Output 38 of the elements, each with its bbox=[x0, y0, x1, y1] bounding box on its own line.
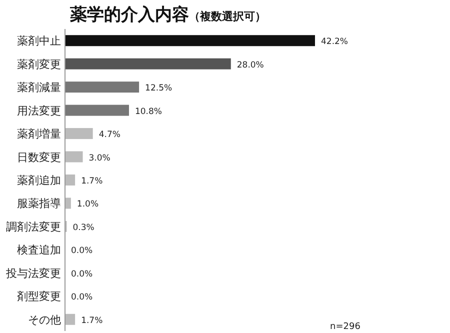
data-label: 1.0% bbox=[76, 200, 99, 210]
data-label: 3.0% bbox=[88, 153, 110, 164]
data-label: 0.3% bbox=[72, 222, 94, 233]
data-label: 28.0% bbox=[236, 60, 264, 70]
bar bbox=[65, 198, 71, 209]
data-label: 1.7% bbox=[81, 316, 103, 326]
y-tick-label: 薬剤増量 bbox=[17, 128, 61, 141]
data-label: 0.0% bbox=[71, 292, 93, 303]
data-label: 0.0% bbox=[71, 246, 93, 256]
chart-title: 薬学的介入内容 bbox=[69, 5, 189, 25]
y-tick-label: 剤型変更 bbox=[17, 290, 61, 304]
data-label: 10.8% bbox=[134, 106, 162, 117]
bar bbox=[65, 174, 76, 186]
y-tick-label: 薬剤減量 bbox=[17, 81, 61, 94]
bar bbox=[65, 128, 93, 140]
data-label: 0.0% bbox=[71, 269, 93, 280]
y-tick-label: その他 bbox=[28, 313, 61, 326]
y-tick-label: 調剤法変更 bbox=[6, 220, 61, 234]
y-tick-label: 投与法変更 bbox=[5, 266, 61, 280]
data-label: 42.2% bbox=[321, 37, 348, 48]
y-tick-label: 用法変更 bbox=[17, 104, 61, 118]
bar bbox=[65, 104, 129, 116]
y-tick-label: 薬剤追加 bbox=[17, 174, 61, 187]
bar bbox=[65, 151, 83, 162]
bar bbox=[65, 314, 76, 325]
bar bbox=[65, 35, 315, 46]
y-tick-label: 薬剤変更 bbox=[17, 58, 61, 71]
bar bbox=[65, 58, 231, 70]
y-tick-label: 服薬指導 bbox=[17, 197, 61, 210]
y-tick-label: 薬剤中止 bbox=[17, 34, 61, 48]
data-label: 1.7% bbox=[81, 176, 103, 186]
y-tick-label: 日数変更 bbox=[17, 150, 61, 164]
bar bbox=[65, 82, 140, 93]
data-label: 12.5% bbox=[145, 84, 172, 94]
data-label: 4.7% bbox=[98, 130, 120, 140]
chart-subtitle: （複数選択可） bbox=[189, 10, 266, 23]
y-tick-label: 検査追加 bbox=[17, 244, 61, 257]
text: n=296 bbox=[330, 322, 361, 332]
